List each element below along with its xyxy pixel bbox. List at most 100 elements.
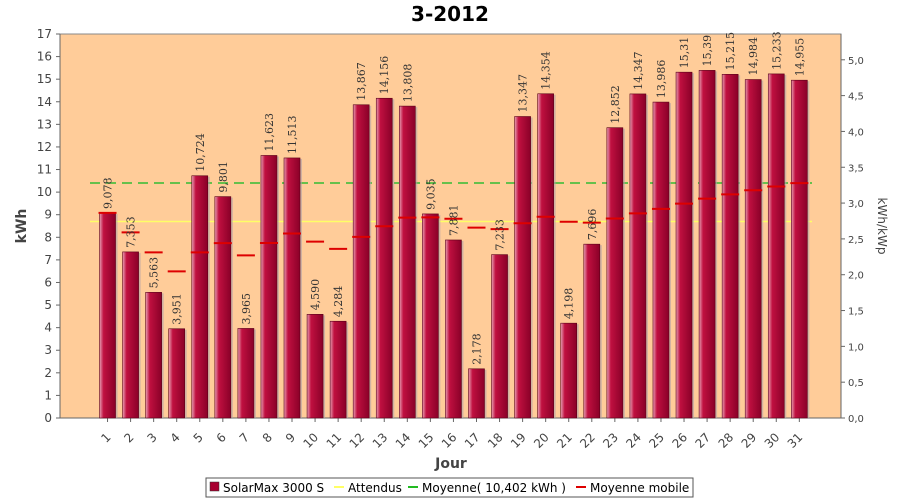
data-label: 14,354 (540, 51, 553, 90)
data-label: 4,284 (332, 286, 345, 318)
x-tick-label: 28 (716, 430, 737, 451)
y-right-tick-label: 4,5 (848, 92, 864, 103)
bar (560, 322, 578, 419)
data-label: 13,347 (517, 74, 530, 113)
y-tick-label: 13 (37, 117, 52, 131)
bar (237, 328, 255, 419)
y-right-tick-label: 2,0 (848, 271, 864, 282)
x-tick-label: 29 (739, 430, 760, 451)
y-axis-title-right: kWh/kWp (875, 198, 889, 255)
y-tick-label: 12 (37, 140, 52, 154)
bar (99, 212, 116, 419)
x-tick-label: 17 (462, 430, 483, 451)
bar (145, 292, 162, 419)
y-tick-label: 17 (37, 27, 52, 41)
moving-average-series (98, 182, 809, 273)
bar (122, 251, 139, 419)
bar (791, 79, 808, 419)
y-right-tick-label: 1,5 (848, 307, 864, 318)
x-tick-label: 13 (370, 430, 391, 451)
data-label: 14,347 (632, 51, 645, 90)
data-label: 5,563 (148, 257, 161, 289)
y-right-tick-label: 0,0 (848, 414, 864, 425)
bar (491, 254, 508, 419)
data-label: 7,353 (125, 216, 138, 248)
x-tick-label: 15 (416, 430, 437, 451)
bar (744, 79, 762, 419)
y-tick-label: 1 (44, 388, 52, 402)
data-label: 15,233 (770, 31, 783, 70)
data-label: 7,696 (586, 209, 599, 241)
data-label: 10,724 (194, 133, 207, 172)
bar (283, 157, 301, 419)
bar (606, 127, 624, 419)
x-tick-label: 21 (554, 430, 575, 451)
x-tick-label: 30 (762, 430, 783, 451)
x-tick-label: 1 (98, 430, 113, 445)
y-right-tick-label: 5,0 (848, 56, 864, 67)
data-label: 3,965 (240, 293, 253, 325)
data-label: 13,867 (355, 62, 368, 101)
bar (168, 328, 186, 419)
bar (537, 93, 554, 419)
legend-item-solarmax: SolarMax 3000 S (223, 481, 324, 495)
right-axis: 0,0 0,5 1,0 1,5 2,0 2,5 3,0 3,5 4,0 4,5 5,0 (840, 34, 864, 425)
bar (698, 70, 716, 419)
x-tick-label: 25 (646, 430, 667, 451)
y-tick-label: 7 (44, 253, 52, 267)
data-label: 2,178 (470, 333, 483, 365)
data-labels: 9,078 7,353 5,563 3,951 10,724 9,801 3,965 11,6… (102, 31, 807, 364)
y-tick-label: 10 (37, 185, 52, 199)
data-label: 13,986 (655, 60, 668, 99)
bar (629, 93, 647, 419)
y-tick-label: 8 (44, 230, 52, 244)
data-label: 9,801 (217, 161, 230, 193)
data-label: 9,035 (424, 178, 437, 210)
bar-series (99, 70, 810, 419)
bar (399, 105, 416, 419)
legend: SolarMax 3000 S Attendus Moyenne( 10,402… (205, 477, 694, 498)
y-tick-label: 3 (44, 343, 52, 357)
x-tick-label: 6 (214, 430, 229, 445)
bar (375, 97, 393, 419)
legend-item-attendus: Attendus (348, 481, 402, 495)
data-label: 14,156 (378, 56, 391, 95)
data-label: 4,590 (309, 279, 322, 311)
legend-swatch-bar (209, 481, 220, 492)
x-tick-label: 19 (508, 430, 529, 451)
bar (652, 101, 670, 419)
x-tick-label: 9 (283, 430, 298, 445)
y-right-tick-label: 4,0 (848, 127, 864, 138)
bar (767, 73, 785, 419)
x-tick-label: 23 (600, 430, 621, 451)
data-label: 9,078 (102, 177, 115, 209)
bar (583, 243, 601, 419)
y-tick-label: 14 (37, 95, 52, 109)
y-tick-label: 0 (44, 411, 52, 425)
data-label: 13,808 (401, 64, 414, 103)
y-tick-label: 2 (44, 366, 52, 380)
legend-item-moyenne-mobile: Moyenne mobile (590, 481, 689, 495)
x-tick-label: 24 (623, 430, 644, 451)
data-label: 15,31 (678, 37, 691, 69)
bar (214, 196, 232, 419)
data-label: 15,215 (724, 32, 737, 71)
x-tick-label: 27 (693, 430, 714, 451)
y-right-tick-label: 3,5 (848, 163, 864, 174)
data-label: 7,881 (447, 204, 460, 236)
data-label: 7,233 (494, 219, 507, 251)
bar (445, 239, 462, 419)
bar (514, 116, 531, 419)
y-right-tick-label: 2,5 (848, 235, 864, 246)
x-tick-label: 22 (577, 430, 598, 451)
y-axis-title: kWh (14, 209, 30, 244)
legend-box (205, 477, 694, 498)
bar (329, 320, 347, 419)
x-tick-label: 5 (191, 430, 206, 445)
y-right-tick-label: 3,0 (848, 199, 864, 210)
bar (468, 368, 485, 419)
chart-title: 3-2012 (411, 2, 489, 26)
bar (306, 314, 324, 419)
